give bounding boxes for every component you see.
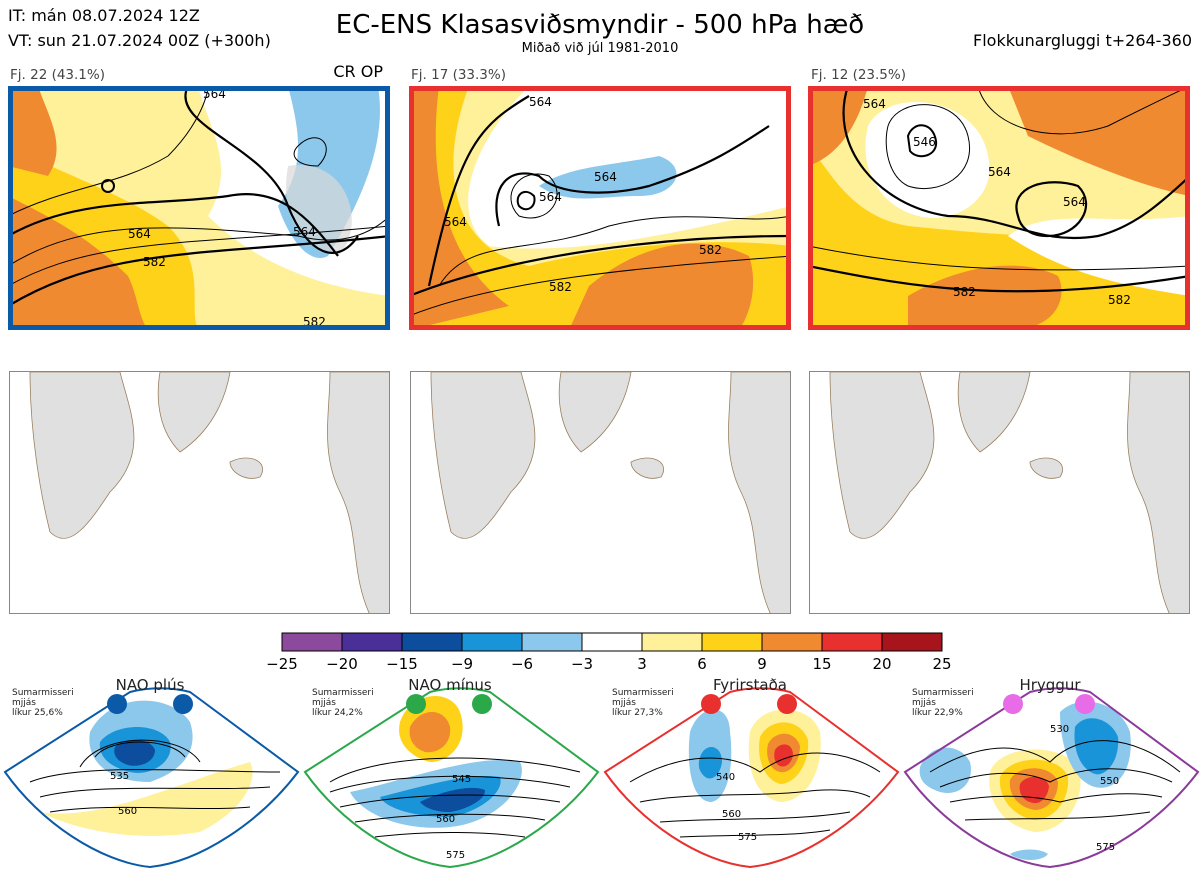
colorbar-tick-label: 9 — [757, 655, 767, 673]
contour-label: 546 — [913, 135, 936, 149]
regime-dot — [701, 694, 721, 714]
colorbar-tick-label: 3 — [637, 655, 647, 673]
colorbar-segment — [641, 632, 703, 652]
contour-label: 575 — [446, 850, 465, 861]
colorbar-segment — [881, 632, 943, 652]
regime-dot — [107, 694, 127, 714]
colorbar-segment — [821, 632, 883, 652]
cluster-1-label: Fj. 22 (43.1%) — [10, 67, 105, 83]
cluster-1-border — [8, 86, 390, 330]
contour-label: 535 — [110, 771, 129, 782]
page-title: EC-ENS Klasasviðsmyndir - 500 hPa hæð — [335, 10, 865, 40]
contour-label: 564 — [863, 97, 886, 111]
colorbar-tick-label: 6 — [697, 655, 707, 673]
regime-dot — [406, 694, 426, 714]
contour-label: 564 — [988, 165, 1011, 179]
colorbar-tick-label: −3 — [570, 655, 594, 673]
colorbar-tick-label: −9 — [450, 655, 474, 673]
regime-name: NAO plús — [115, 676, 185, 694]
regime-info: Sumarmisseri mjjás líkur 27,3% — [612, 688, 674, 718]
contour-label: 564 — [529, 95, 552, 109]
regime-dot — [173, 694, 193, 714]
contour-label: 582 — [549, 280, 572, 294]
regime-nao-minus: 545 560 575 NAO mínus Sumarmisseri mjjás l… — [300, 672, 600, 871]
cluster-1-anomaly-map — [9, 371, 390, 614]
regime-info: Sumarmisseri mjjás líkur 25,6% — [12, 688, 74, 718]
contour-label: 560 — [722, 809, 741, 820]
contour-label: 530 — [1050, 724, 1069, 735]
regime-dot — [1075, 694, 1095, 714]
colorbar-tick-label: 20 — [872, 655, 892, 673]
cluster-2-map: 564 564 564 564 582 582 — [409, 86, 791, 330]
contour-label: 545 — [452, 774, 471, 785]
regime-info: Sumarmisseri mjjás líkur 24,2% — [312, 688, 374, 718]
contour-label: 564 — [293, 225, 316, 239]
contour-label: 560 — [436, 814, 455, 825]
contour-label: 540 — [716, 772, 735, 783]
regime-dot — [777, 694, 797, 714]
regime-dot — [1003, 694, 1023, 714]
contour-label: 575 — [1096, 842, 1115, 853]
colorbar-tick-label: 15 — [812, 655, 832, 673]
cluster-2-border — [409, 86, 791, 330]
cluster-1-map: 564 564 582 564 582 — [8, 86, 390, 330]
contour-label: 564 — [594, 170, 617, 184]
regime-name: Hryggur — [1019, 676, 1081, 694]
regime-nao-plus: 535 560 NAO plús Sumarmisseri mjjás líkur … — [0, 672, 300, 871]
contour-label: 582 — [699, 243, 722, 257]
regime-dot — [472, 694, 492, 714]
colorbar-tick-label: −15 — [386, 655, 418, 673]
colorbar-tick-label: −6 — [510, 655, 534, 673]
init-time: IT: mán 08.07.2024 12Z — [8, 6, 200, 25]
page-subtitle: Miðað við júl 1981-2010 — [521, 41, 679, 56]
contour-label: 564 — [1063, 195, 1086, 209]
cluster-3-anomaly-map — [809, 371, 1190, 614]
regime-name: NAO mínus — [408, 676, 492, 694]
colorbar — [281, 632, 943, 652]
contour-label: 564 — [444, 215, 467, 229]
colorbar-tick-label: −25 — [266, 655, 298, 673]
colorbar-segment — [521, 632, 583, 652]
contour-label: 575 — [738, 832, 757, 843]
contour-label: 564 — [128, 227, 151, 241]
cluster-2-label: Fj. 17 (33.3%) — [411, 67, 506, 83]
contour-label: 560 — [118, 806, 137, 817]
cluster-3-border — [808, 86, 1190, 330]
colorbar-segment — [281, 632, 343, 652]
colorbar-segment — [341, 632, 403, 652]
cluster-3-map: 564 546 564 564 582 582 — [808, 86, 1190, 330]
contour-label: 564 — [539, 190, 562, 204]
contour-label: 582 — [1108, 293, 1131, 307]
regime-hryggur: 530 550 575 Hryggur Sumarmisseri mjjás lík… — [900, 672, 1200, 871]
contour-label: 582 — [143, 255, 166, 269]
cluster-window: Flokkunargluggi t+264-360 — [973, 31, 1192, 50]
regime-name: Fyrirstaða — [713, 676, 787, 694]
cluster-3-label: Fj. 12 (23.5%) — [811, 67, 906, 83]
regime-fyrirstada: 540 560 575 Fyrirstaða Sumarmisseri mjjás… — [600, 672, 900, 871]
colorbar-segment — [581, 632, 643, 652]
colorbar-segment — [461, 632, 523, 652]
contour-label: 550 — [1100, 776, 1119, 787]
cluster-1-tag: CR OP — [333, 62, 383, 81]
cluster-2-anomaly-map — [410, 371, 791, 614]
colorbar-segment — [401, 632, 463, 652]
valid-time: VT: sun 21.07.2024 00Z (+300h) — [8, 31, 271, 50]
regime-info: Sumarmisseri mjjás líkur 22,9% — [912, 688, 974, 718]
colorbar-segment — [701, 632, 763, 652]
contour-label: 582 — [953, 285, 976, 299]
colorbar-segment — [761, 632, 823, 652]
colorbar-tick-label: 25 — [932, 655, 952, 673]
colorbar-tick-label: −20 — [326, 655, 358, 673]
